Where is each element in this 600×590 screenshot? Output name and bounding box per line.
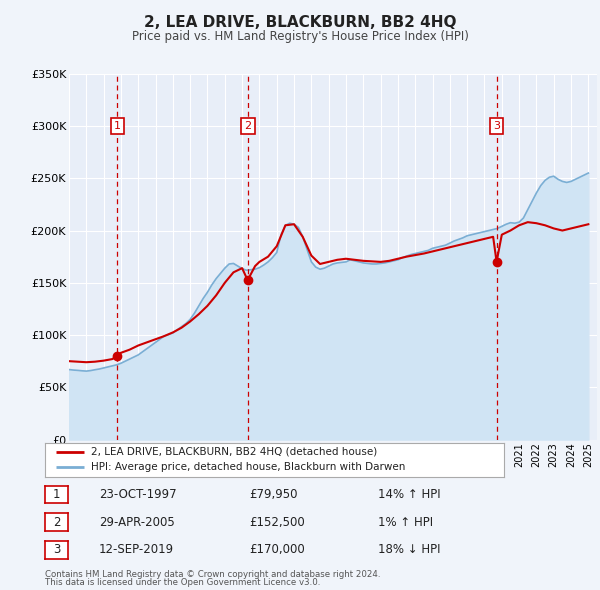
Text: 2, LEA DRIVE, BLACKBURN, BB2 4HQ (detached house): 2, LEA DRIVE, BLACKBURN, BB2 4HQ (detach… bbox=[91, 447, 377, 457]
Text: 1: 1 bbox=[114, 121, 121, 131]
Text: 1: 1 bbox=[53, 488, 60, 501]
Text: Contains HM Land Registry data © Crown copyright and database right 2024.: Contains HM Land Registry data © Crown c… bbox=[45, 570, 380, 579]
Text: 12-SEP-2019: 12-SEP-2019 bbox=[99, 543, 174, 556]
Text: 29-APR-2005: 29-APR-2005 bbox=[99, 516, 175, 529]
Text: 23-OCT-1997: 23-OCT-1997 bbox=[99, 488, 176, 501]
Text: 3: 3 bbox=[53, 543, 60, 556]
Text: £152,500: £152,500 bbox=[249, 516, 305, 529]
Text: 2: 2 bbox=[244, 121, 251, 131]
Text: HPI: Average price, detached house, Blackburn with Darwen: HPI: Average price, detached house, Blac… bbox=[91, 463, 405, 473]
Text: £79,950: £79,950 bbox=[249, 488, 298, 501]
Text: Price paid vs. HM Land Registry's House Price Index (HPI): Price paid vs. HM Land Registry's House … bbox=[131, 30, 469, 43]
Text: 2: 2 bbox=[53, 516, 60, 529]
Text: 1% ↑ HPI: 1% ↑ HPI bbox=[378, 516, 433, 529]
Text: 14% ↑ HPI: 14% ↑ HPI bbox=[378, 488, 440, 501]
Text: 3: 3 bbox=[493, 121, 500, 131]
Text: 18% ↓ HPI: 18% ↓ HPI bbox=[378, 543, 440, 556]
Text: This data is licensed under the Open Government Licence v3.0.: This data is licensed under the Open Gov… bbox=[45, 578, 320, 588]
Text: £170,000: £170,000 bbox=[249, 543, 305, 556]
Text: 2, LEA DRIVE, BLACKBURN, BB2 4HQ: 2, LEA DRIVE, BLACKBURN, BB2 4HQ bbox=[144, 15, 456, 30]
